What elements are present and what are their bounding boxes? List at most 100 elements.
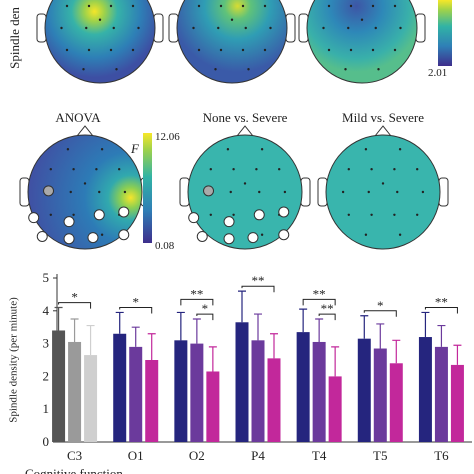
- electrode: [367, 190, 370, 194]
- bar: [113, 333, 127, 442]
- electrode-significant: [278, 229, 290, 241]
- electrode: [393, 48, 397, 52]
- electrode: [374, 26, 377, 30]
- scalp: [176, 0, 288, 84]
- electrode: [229, 190, 232, 194]
- error-bar: [208, 346, 217, 372]
- x-tick-label: T4: [312, 448, 327, 463]
- electrode: [278, 168, 281, 171]
- electrode: [371, 4, 375, 8]
- bar: [389, 363, 403, 442]
- electrode: [393, 213, 396, 216]
- error-bar: [254, 313, 262, 341]
- electrode-significant: [93, 209, 105, 221]
- significance-label: **: [435, 295, 448, 310]
- electrode: [100, 233, 104, 236]
- top-axis-label: Spindle den: [7, 7, 22, 69]
- electrode: [209, 168, 212, 171]
- electrode: [416, 213, 419, 216]
- electrode: [370, 213, 373, 216]
- y-tick-label: 2: [43, 368, 50, 383]
- electrode: [209, 213, 212, 216]
- electrode: [115, 68, 118, 71]
- significance-bracket: [119, 307, 153, 314]
- x-tick-label: T5: [373, 448, 387, 463]
- electrode: [243, 182, 247, 185]
- significance-label: **: [321, 301, 334, 316]
- electrode-significant: [196, 230, 208, 242]
- electrode: [255, 168, 258, 171]
- bar: [206, 371, 220, 442]
- electrode: [377, 68, 380, 71]
- y-tick-label: 5: [43, 270, 50, 285]
- error-bar: [54, 306, 63, 331]
- electrode: [232, 213, 235, 216]
- electrode: [269, 26, 272, 30]
- x-tick-label: O1: [128, 448, 144, 463]
- electrode-significant: [87, 232, 99, 244]
- electrode: [364, 233, 368, 236]
- error-bar: [115, 311, 124, 334]
- bar: [450, 364, 464, 442]
- map-title: Mild vs. Severe: [342, 110, 424, 125]
- electrode-gray: [203, 185, 215, 197]
- electrode: [364, 148, 368, 151]
- electrode: [347, 213, 350, 216]
- electrode: [83, 182, 87, 185]
- electrode: [87, 4, 91, 8]
- electrode: [72, 168, 75, 171]
- electrode: [347, 26, 350, 30]
- error-bar: [360, 315, 369, 339]
- bar: [68, 341, 82, 442]
- y-tick-label: 0: [43, 434, 50, 449]
- legend-title: Cognitive function: [25, 466, 123, 474]
- bar: [235, 322, 249, 442]
- electrode: [214, 68, 217, 71]
- significance-bracket: [241, 285, 275, 293]
- bar: [84, 355, 98, 442]
- colorbar-symbol: F: [130, 141, 140, 156]
- electrode: [230, 18, 234, 21]
- electrode: [100, 148, 104, 151]
- bar: [434, 346, 448, 442]
- electrode: [232, 168, 235, 171]
- electrode: [263, 4, 267, 8]
- error-bar: [453, 344, 462, 365]
- bar: [52, 330, 66, 442]
- scalp: [44, 0, 156, 84]
- significance-bracket: [58, 302, 92, 309]
- error-bar: [331, 346, 340, 377]
- bar: [251, 340, 265, 442]
- electrode: [349, 4, 353, 8]
- electrode: [260, 148, 264, 151]
- electrode: [349, 48, 353, 52]
- error-bar: [147, 333, 156, 360]
- bar: [129, 346, 143, 442]
- y-tick-label: 3: [43, 336, 50, 351]
- electrode: [241, 4, 245, 8]
- electrode: [137, 26, 140, 30]
- scalp: [306, 0, 418, 84]
- electrode: [327, 4, 331, 8]
- bar: [418, 337, 432, 442]
- electrode: [247, 68, 250, 71]
- electrode: [370, 168, 373, 171]
- electrode: [72, 213, 75, 216]
- significance-label: **: [252, 273, 265, 288]
- colorbar: [143, 133, 152, 243]
- electrode-significant: [253, 209, 265, 221]
- colorbar-min: 2.01: [428, 67, 447, 79]
- electrode: [98, 18, 102, 21]
- error-bar: [192, 318, 201, 344]
- electrode-significant: [36, 230, 48, 242]
- significance-label: *: [132, 295, 139, 310]
- error-bar: [70, 318, 79, 342]
- electrode-significant: [63, 216, 75, 228]
- electrode: [347, 168, 350, 171]
- error-bar: [376, 323, 385, 349]
- electrode: [263, 48, 267, 52]
- scalp: [187, 134, 303, 250]
- electrode: [421, 190, 425, 194]
- electrode: [197, 48, 201, 52]
